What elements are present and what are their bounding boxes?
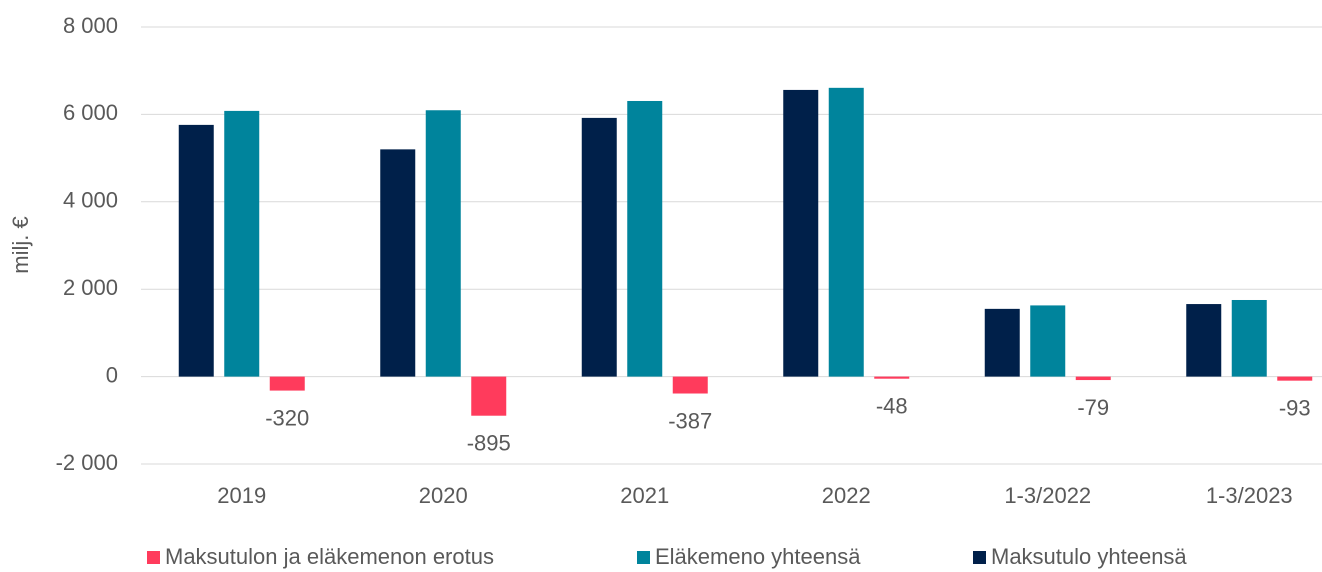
bar — [984, 308, 1020, 377]
bar — [1030, 305, 1066, 377]
x-tick-label: 2021 — [620, 483, 669, 508]
legend-label: Maksutulo yhteensä — [991, 544, 1187, 569]
data-label: -320 — [265, 405, 309, 430]
x-tick-label: 2019 — [217, 483, 266, 508]
bar — [1186, 304, 1222, 377]
data-label: -895 — [467, 431, 511, 456]
y-tick-label: -2 000 — [56, 450, 118, 475]
legend-label: Maksutulon ja eläkemenon erotus — [165, 544, 494, 569]
bar — [627, 100, 663, 377]
x-tick-label: 2020 — [419, 483, 468, 508]
bar — [1231, 299, 1267, 377]
data-label: -93 — [1279, 395, 1311, 420]
bar — [783, 89, 819, 377]
y-tick-label: 8 000 — [63, 13, 118, 38]
bar — [874, 376, 910, 379]
bar — [828, 87, 864, 377]
legend-label: Eläkemeno yhteensä — [655, 544, 861, 569]
y-tick-label: 4 000 — [63, 188, 118, 213]
x-tick-label: 2022 — [822, 483, 871, 508]
bar — [1075, 376, 1111, 381]
x-tick-label: 1-3/2023 — [1206, 483, 1293, 508]
y-axis-title: milj. € — [8, 216, 33, 273]
data-label: -387 — [668, 408, 712, 433]
legend-swatch — [637, 551, 650, 564]
x-tick-label: 1-3/2022 — [1004, 483, 1091, 508]
bar — [581, 117, 617, 377]
bar — [178, 124, 214, 377]
legend-swatch — [973, 551, 986, 564]
bar — [425, 110, 461, 377]
bar — [672, 376, 708, 394]
bar — [269, 376, 305, 391]
legend-swatch — [147, 551, 160, 564]
bar — [380, 149, 416, 377]
bar — [224, 110, 260, 377]
y-tick-label: 0 — [106, 362, 118, 387]
y-tick-label: 2 000 — [63, 275, 118, 300]
data-label: -48 — [876, 394, 908, 419]
y-tick-label: 6 000 — [63, 100, 118, 125]
bar — [1277, 376, 1313, 381]
bar — [471, 376, 507, 416]
data-label: -79 — [1077, 395, 1109, 420]
